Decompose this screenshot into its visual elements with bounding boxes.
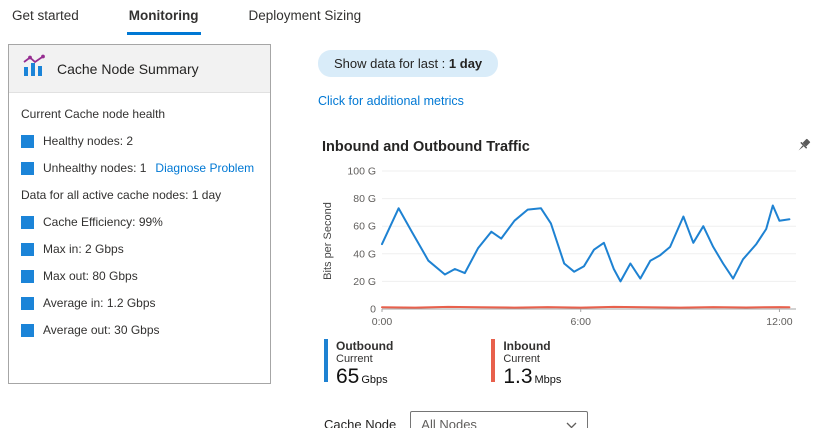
legend-name: Outbound — [336, 339, 394, 353]
metric-square-icon — [21, 134, 34, 148]
cache-summary-icon — [21, 53, 47, 84]
list-item-unhealthy-nodes: Unhealthy nodes: 1 Diagnose Problem — [21, 161, 258, 175]
svg-text:80 G: 80 G — [353, 193, 376, 205]
dropdown-value: All Nodes — [421, 417, 477, 428]
svg-text:100 G: 100 G — [347, 166, 376, 178]
list-item-max-in: Max in: 2 Gbps — [21, 242, 258, 256]
legend-name: Inbound — [503, 339, 551, 353]
legend-value: 65 — [336, 365, 360, 388]
metric-square-icon — [21, 296, 34, 310]
show-data-label: Show data for last : — [334, 56, 446, 71]
legend-inbound: Inbound Current 1.3 Mbps — [491, 339, 561, 390]
average-out-label: Average out: 30 Gbps — [43, 323, 160, 337]
y-axis-label: Bits per Second — [322, 202, 334, 280]
legend-value: 1.3 — [503, 365, 533, 388]
svg-text:0: 0 — [370, 304, 376, 316]
list-item-average-out: Average out: 30 Gbps — [21, 323, 258, 337]
list-item-cache-efficiency: Cache Efficiency: 99% — [21, 215, 258, 229]
card-header: Cache Node Summary — [9, 45, 270, 93]
chevron-down-icon — [566, 417, 577, 428]
health-section-title: Current Cache node health — [21, 107, 166, 121]
traffic-chart: 100 G 80 G 60 G 40 G 20 G 00:00 6:00 12:00 — [347, 166, 796, 328]
tab-monitoring[interactable]: Monitoring — [126, 6, 201, 35]
svg-text:12:00: 12:00 — [766, 316, 792, 328]
cache-node-row: Cache Node All Nodes — [324, 411, 818, 428]
svg-text:40 G: 40 G — [353, 248, 376, 260]
cache-node-label: Cache Node — [324, 417, 397, 428]
legend-value-row: 1.3 Mbps — [503, 365, 562, 390]
metric-square-icon — [21, 215, 34, 229]
card-title: Cache Node Summary — [57, 60, 199, 77]
card-body: Current Cache node health Healthy nodes:… — [9, 93, 270, 337]
cache-node-summary-card: Cache Node Summary Current Cache node he… — [8, 44, 271, 384]
max-in-label: Max in: 2 Gbps — [43, 242, 124, 256]
monitoring-content: Show data for last : 1 day Click for add… — [318, 50, 818, 428]
metric-square-icon — [21, 242, 34, 256]
show-data-value: 1 day — [448, 56, 483, 71]
diagnose-problem-link[interactable]: Diagnose Problem — [155, 161, 255, 175]
max-out-label: Max out: 80 Gbps — [43, 269, 138, 283]
inbound-swatch — [491, 339, 496, 382]
pin-icon[interactable] — [795, 137, 812, 159]
legend-value-row: 65 Gbps — [336, 365, 393, 390]
chart-header: Inbound and Outbound Traffic — [318, 137, 818, 159]
legend-unit: Mbps — [534, 374, 562, 386]
tab-get-started[interactable]: Get started — [12, 8, 79, 23]
unhealthy-nodes-label: Unhealthy nodes: 1 — [43, 161, 147, 175]
legend-outbound: Outbound Current 65 Gbps — [324, 339, 393, 390]
y-axis-label-wrap: Bits per Second — [318, 161, 338, 321]
metric-square-icon — [21, 323, 34, 337]
list-item-max-out: Max out: 80 Gbps — [21, 269, 258, 283]
additional-metrics-link[interactable]: Click for additional metrics — [318, 94, 464, 108]
show-data-pill[interactable]: Show data for last : 1 day — [318, 50, 499, 77]
outbound-swatch — [324, 339, 328, 382]
cache-efficiency-label: Cache Efficiency: 99% — [43, 215, 163, 229]
metric-square-icon — [21, 161, 34, 175]
metric-square-icon — [21, 269, 34, 283]
legend-unit: Gbps — [361, 374, 388, 386]
list-item-healthy-nodes: Healthy nodes: 2 — [21, 134, 258, 148]
tab-deployment-sizing[interactable]: Deployment Sizing — [248, 8, 362, 23]
healthy-nodes-label: Healthy nodes: 2 — [43, 134, 134, 148]
chart-legend: Outbound Current 65 Gbps Inbound Current … — [324, 339, 818, 390]
svg-text:60 G: 60 G — [353, 221, 376, 233]
list-item-average-in: Average in: 1.2 Gbps — [21, 296, 258, 310]
chart-title: Inbound and Outbound Traffic — [322, 139, 530, 155]
svg-text:20 G: 20 G — [353, 276, 376, 288]
svg-text:0:00: 0:00 — [372, 316, 393, 328]
legend-sublabel: Current — [336, 353, 373, 365]
legend-sublabel: Current — [503, 353, 540, 365]
svg-text:6:00: 6:00 — [571, 316, 592, 328]
average-in-label: Average in: 1.2 Gbps — [43, 296, 156, 310]
data-section-title: Data for all active cache nodes: 1 day — [21, 188, 222, 202]
tab-bar: Get started Monitoring Deployment Sizing — [10, 6, 363, 35]
cache-node-dropdown[interactable]: All Nodes — [410, 411, 589, 428]
chart-area: Bits per Second 100 G 80 G 60 G 40 G 20 G 0 0:… — [318, 161, 818, 331]
